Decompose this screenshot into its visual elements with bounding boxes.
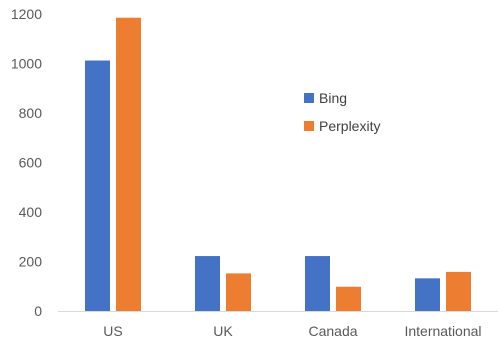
bar-perplexity-canada <box>336 286 361 311</box>
y-tick-label: 600 <box>19 155 43 171</box>
bar-bing-canada <box>305 256 330 311</box>
legend-label-bing: Bing <box>319 90 347 106</box>
bar-perplexity-international <box>446 271 471 311</box>
x-tick-label: International <box>404 323 481 339</box>
x-axis-tick-labels: US UK Canada International <box>103 323 481 339</box>
legend-label-perplexity: Perplexity <box>319 118 380 134</box>
x-tick-label: US <box>103 323 122 339</box>
bar-perplexity-us <box>116 17 141 312</box>
legend-swatch-perplexity <box>304 121 314 131</box>
y-tick-label: 1000 <box>11 56 42 72</box>
y-tick-label: 800 <box>19 105 43 121</box>
x-tick-label: UK <box>213 323 233 339</box>
bar-perplexity-uk <box>226 273 251 311</box>
bar-bing-uk <box>195 256 220 311</box>
bar-series-group <box>85 17 471 312</box>
legend: Bing Perplexity <box>304 90 380 134</box>
bar-bing-international <box>415 278 440 311</box>
bar-bing-us <box>85 60 110 311</box>
y-tick-label: 200 <box>19 254 43 270</box>
x-tick-label: Canada <box>308 323 357 339</box>
y-tick-label: 0 <box>34 303 42 319</box>
y-tick-label: 400 <box>19 204 43 220</box>
legend-swatch-bing <box>304 93 314 103</box>
y-axis-tick-labels: 0 200 400 600 800 1000 1200 <box>11 6 42 319</box>
y-tick-label: 1200 <box>11 6 42 22</box>
